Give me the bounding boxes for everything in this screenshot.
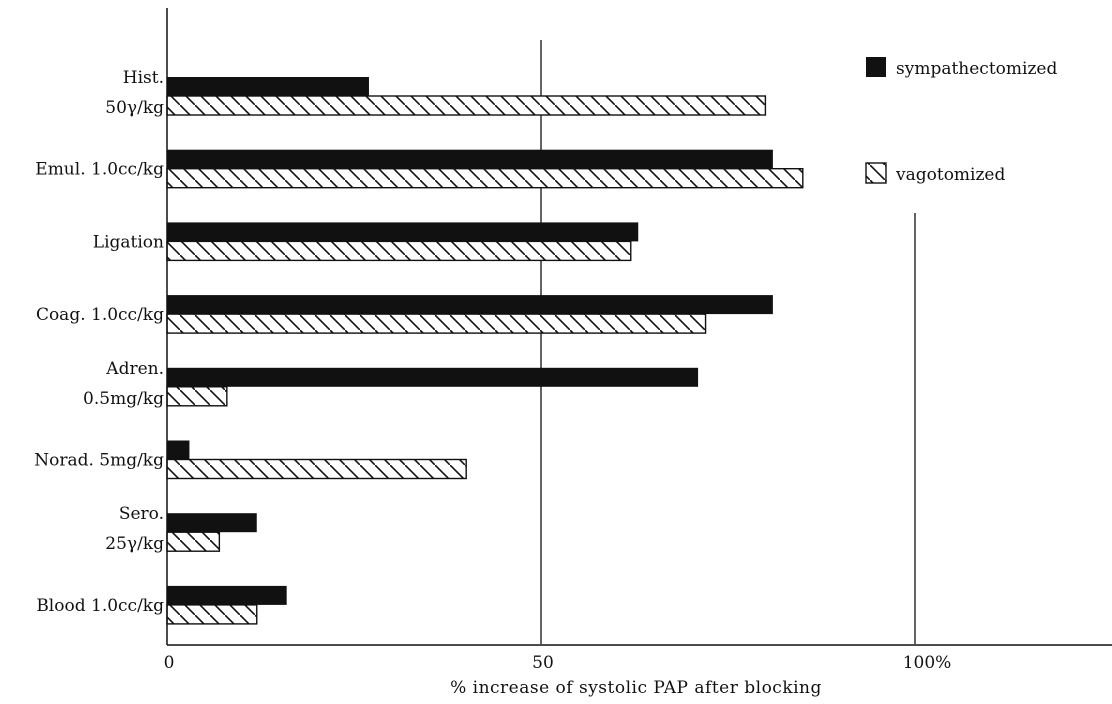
bar-sympathectomized-2 — [167, 149, 773, 169]
bar-vagotomized-7 — [166, 531, 221, 552]
bar-sympathectomized-8 — [167, 585, 287, 605]
category-label-6: Norad. 5mg/kg — [34, 451, 164, 471]
legend-swatch-vagotomized — [865, 162, 887, 184]
bar-vagotomized-8 — [166, 604, 258, 625]
bar-sympathectomized-7 — [167, 513, 257, 533]
bar-vagotomized-4 — [166, 313, 707, 334]
x-tick-label-0: 0 — [164, 653, 175, 673]
category-label-1-line2: 50γ/kg — [105, 98, 164, 118]
x-tick-labels: 0 50 100% — [164, 653, 952, 673]
category-labels: Hist. 50γ/kg Emul. 1.0cc/kg Ligation Coag. 1… — [34, 68, 164, 616]
bar-vagotomized-3 — [166, 240, 632, 262]
bar-vagotomized-5 — [166, 386, 228, 407]
bar-vagotomized-2 — [166, 167, 804, 189]
axes — [166, 8, 1112, 646]
legend-label-sympathectomized: sympathectomized — [896, 59, 1057, 79]
bars — [166, 77, 804, 625]
category-label-4: Coag. 1.0cc/kg — [36, 305, 164, 325]
x-tick-label-100: 100% — [903, 653, 952, 673]
bar-sympathectomized-4 — [167, 295, 773, 315]
category-label-1-line1: Hist. — [123, 68, 164, 88]
bar-sympathectomized-6 — [167, 440, 190, 460]
bar-vagotomized-1 — [166, 95, 767, 116]
bar-sympathectomized-1 — [167, 77, 369, 96]
category-label-5-line1: Adren. — [105, 359, 164, 379]
category-label-8: Blood 1.0cc/kg — [36, 596, 164, 616]
x-tick-label-50: 50 — [532, 653, 554, 673]
bar-sympathectomized-5 — [167, 367, 699, 387]
category-label-3: Ligation — [93, 232, 164, 252]
legend-label-vagotomized: vagotomized — [895, 165, 1005, 185]
category-label-2: Emul. 1.0cc/kg — [35, 160, 164, 180]
category-label-7-line2: 25γ/kg — [105, 534, 164, 554]
category-label-5-line2: 0.5mg/kg — [83, 389, 164, 409]
reference-lines — [540, 40, 916, 644]
bar-sympathectomized-3 — [167, 222, 639, 242]
legend: sympathectomized vagotomized — [865, 57, 1057, 185]
bar-vagotomized-6 — [166, 458, 467, 480]
legend-swatch-sympathectomized — [866, 57, 886, 77]
x-axis-label: % increase of systolic PAP after blockin… — [450, 678, 822, 698]
category-label-7-line1: Sero. — [119, 504, 164, 524]
